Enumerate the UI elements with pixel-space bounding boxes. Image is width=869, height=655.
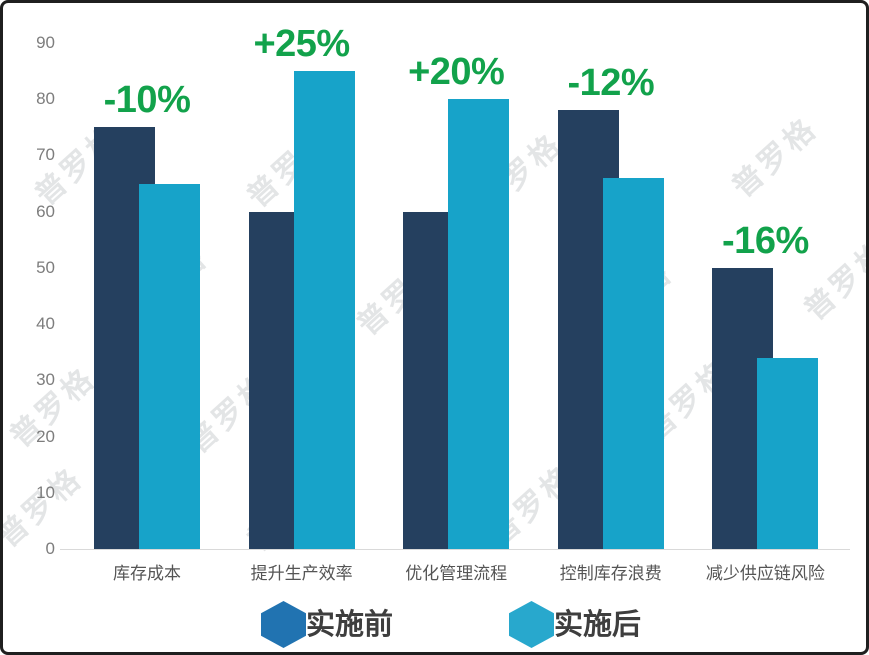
x-axis-category-label: 优化管理流程	[405, 564, 508, 583]
x-axis-category-label: 减少供应链风险	[705, 564, 825, 583]
bar-after-group5	[757, 357, 819, 549]
change-percent-label: +25%	[253, 23, 350, 66]
change-percent-label: +20%	[408, 51, 505, 94]
bar-after-group1	[139, 183, 200, 549]
x-axis-category-label: 提升生产效率	[250, 564, 353, 583]
y-axis-tick-label: 90	[36, 33, 55, 52]
y-axis-tick-label: 30	[36, 370, 55, 390]
y-axis-tick-label: 40	[36, 314, 55, 334]
bar-after-group3	[448, 99, 510, 549]
legend-label-after: 实施后	[554, 609, 642, 641]
change-percent-label: -10%	[103, 79, 191, 122]
legend-marker-after-hexagon-icon	[509, 601, 554, 648]
y-axis-tick-label: 0	[45, 539, 55, 558]
bar-after-group4	[602, 177, 664, 549]
x-axis-line	[60, 549, 850, 550]
chart-legend: 实施前 实施后	[3, 3, 866, 652]
bar-after-group2	[293, 71, 355, 549]
legend-marker-before-hexagon-icon	[261, 601, 306, 648]
x-axis-category-label: 控制库存浪费	[559, 564, 662, 583]
bar-chart-plot-area: 0 10 20 30 40 50 60 70 80 90 -10% 库存成本 +25% 提升生产效率 +20…	[3, 3, 866, 652]
change-percent-label: -12%	[567, 62, 655, 105]
y-axis-tick-label: 60	[36, 201, 55, 221]
x-axis-category-label: 库存成本	[113, 564, 181, 583]
y-axis-tick-label: 10	[36, 482, 55, 502]
legend-label-before: 实施前	[306, 609, 394, 641]
y-axis-tick-label: 70	[36, 145, 55, 165]
y-axis-tick-label: 50	[36, 257, 55, 277]
y-axis-tick-label: 80	[36, 89, 55, 109]
change-percent-label: -16%	[722, 219, 809, 262]
y-axis-tick-label: 20	[36, 426, 55, 446]
